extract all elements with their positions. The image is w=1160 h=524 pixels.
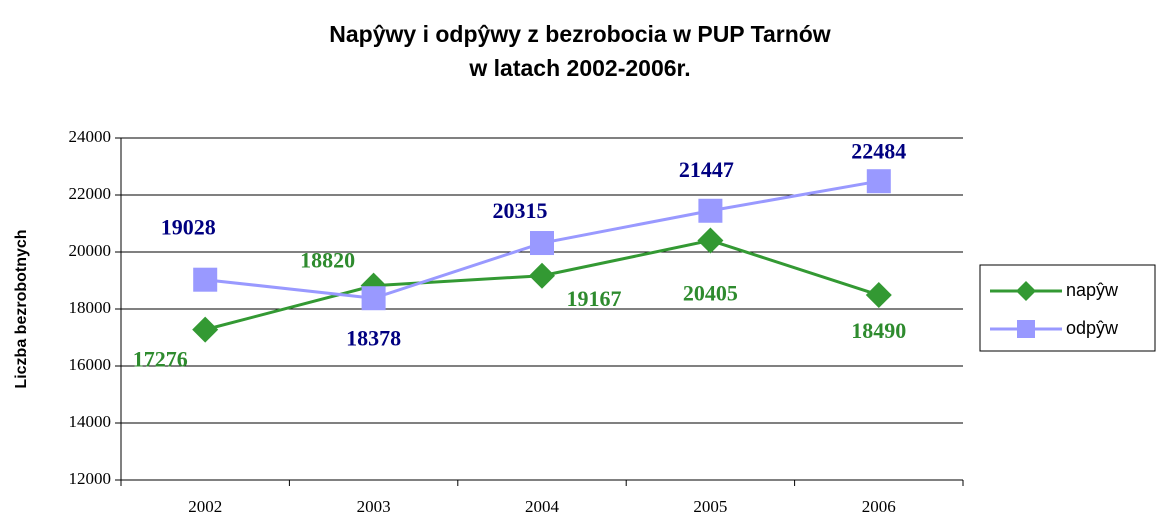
chart-title: Napŷwy i odpŷwy z bezrobocia w PUP Tarnó… bbox=[329, 21, 831, 47]
data-label: 21447 bbox=[679, 157, 734, 182]
y-tick-label: 18000 bbox=[69, 298, 112, 317]
x-tick-label: 2004 bbox=[525, 497, 560, 516]
legend-box bbox=[979, 264, 1156, 352]
data-point bbox=[193, 267, 218, 292]
legend-marker bbox=[1017, 320, 1035, 338]
data-point bbox=[530, 231, 554, 256]
data-label: 20405 bbox=[683, 281, 738, 306]
x-tick-label: 2002 bbox=[188, 497, 222, 516]
x-tick-label: 2005 bbox=[693, 497, 727, 516]
legend-label: napŷw bbox=[1066, 280, 1119, 300]
data-point bbox=[698, 198, 723, 223]
data-point bbox=[697, 227, 724, 254]
x-tick-label: 2006 bbox=[862, 497, 896, 516]
y-tick-label: 20000 bbox=[69, 241, 112, 260]
data-point bbox=[865, 282, 892, 309]
data-point bbox=[361, 286, 386, 311]
legend-label: odpŷw bbox=[1066, 318, 1119, 338]
data-point bbox=[529, 262, 555, 289]
data-point bbox=[192, 316, 219, 343]
y-axis-label: Liczba bezrobotnych bbox=[13, 229, 30, 388]
data-label: 17276 bbox=[133, 347, 188, 372]
x-tick-label: 2003 bbox=[357, 497, 391, 516]
y-tick-label: 16000 bbox=[69, 355, 112, 374]
y-tick-label: 12000 bbox=[69, 469, 112, 488]
legend-marker bbox=[1016, 281, 1036, 301]
data-label: 20315 bbox=[493, 198, 548, 223]
y-tick-label: 24000 bbox=[69, 127, 112, 146]
data-label: 18820 bbox=[300, 248, 355, 273]
data-label: 18490 bbox=[851, 318, 906, 343]
data-label: 22484 bbox=[851, 138, 906, 163]
data-label: 18378 bbox=[346, 325, 401, 350]
chart-title: w latach 2002-2006r. bbox=[468, 55, 690, 81]
data-point bbox=[866, 169, 891, 194]
y-tick-label: 22000 bbox=[69, 184, 112, 203]
data-label: 19167 bbox=[567, 286, 622, 311]
y-tick-label: 14000 bbox=[69, 412, 112, 431]
data-label: 19028 bbox=[161, 215, 216, 240]
